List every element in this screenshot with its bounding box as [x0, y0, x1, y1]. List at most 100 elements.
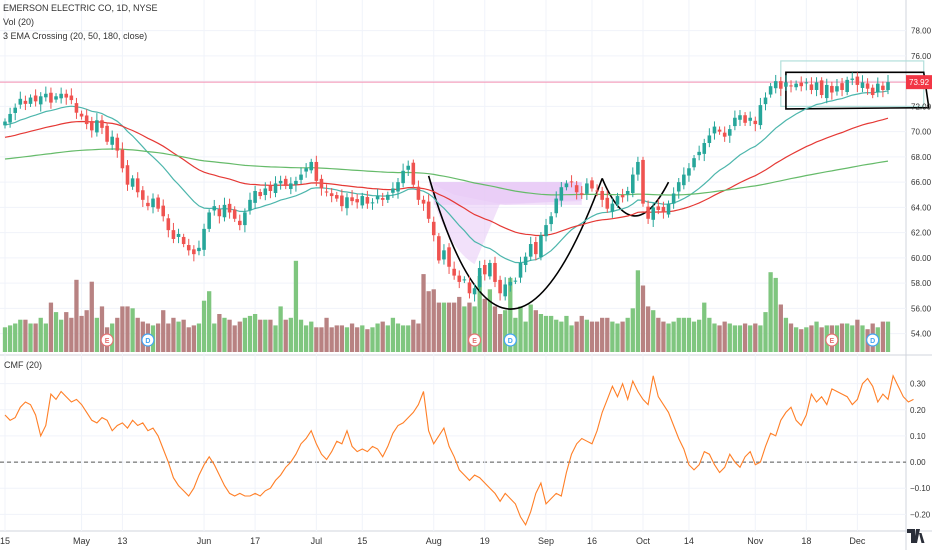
volume-bar	[298, 319, 304, 352]
volume-bar	[732, 325, 738, 352]
volume-bar	[2, 327, 8, 352]
candle-body	[768, 86, 773, 95]
volume-bar	[314, 327, 319, 352]
candle-body	[559, 187, 564, 201]
candle-body	[523, 256, 528, 265]
candle-body	[391, 188, 395, 193]
candle-body	[656, 206, 661, 210]
cmf-tick-label: 0.00	[910, 458, 926, 467]
chart-title: EMERSON ELECTRIC CO, 1D, NYSE	[3, 3, 158, 13]
candle-body	[120, 149, 125, 169]
candlesticks	[3, 72, 890, 302]
time-tick-label: Aug	[426, 536, 442, 546]
ema-20-line	[4, 90, 889, 264]
volume-bar	[707, 317, 712, 352]
handle-curve	[601, 178, 670, 217]
time-tick-label: 14	[684, 536, 694, 546]
ema-lines	[4, 90, 889, 264]
volume-bar	[283, 319, 288, 352]
candle-body	[314, 161, 319, 181]
volume-bar	[48, 302, 54, 352]
candle-body	[595, 190, 599, 192]
candle-body	[319, 178, 324, 189]
candle-body	[743, 115, 747, 123]
candle-body	[784, 82, 788, 87]
volume-bar	[247, 315, 253, 352]
candle-body	[23, 100, 28, 104]
candle-body	[304, 168, 308, 172]
candle-body	[447, 247, 451, 267]
volume-bar	[217, 314, 222, 352]
volume-bars	[2, 260, 891, 352]
volume-bar	[661, 321, 666, 352]
candle-body	[33, 95, 38, 102]
last-price-badge	[906, 75, 932, 90]
volume-bar	[406, 325, 411, 352]
time-tick-label: Dec	[849, 536, 866, 546]
volume-bar	[554, 319, 559, 352]
volume-bar	[548, 315, 554, 352]
volume-bar	[421, 274, 426, 352]
candle-body	[212, 206, 217, 211]
volume-bar	[431, 289, 436, 352]
volume-bar	[365, 329, 370, 352]
time-tick-label: Sep	[538, 536, 554, 546]
candle-body	[860, 82, 865, 88]
candle-body	[712, 126, 717, 134]
price-tick-label: 66.00	[911, 178, 932, 187]
candle-body	[370, 202, 375, 204]
volume-bar	[452, 302, 457, 352]
candle-body	[579, 193, 584, 195]
candle-body	[544, 225, 548, 237]
volume-bar	[242, 317, 248, 352]
volume-bar	[237, 321, 242, 352]
volume-bar	[426, 291, 431, 352]
volume-bar	[380, 321, 385, 352]
volume-bar	[355, 327, 360, 352]
candle-body	[84, 115, 89, 125]
candle-body	[671, 193, 676, 204]
cup-band	[433, 182, 582, 205]
volume-bar	[497, 314, 503, 352]
candle-body	[324, 191, 329, 193]
candle-body	[192, 249, 196, 255]
volume-bar	[686, 317, 692, 352]
volume-bar	[457, 296, 462, 352]
candle-body	[636, 161, 640, 175]
candle-body	[141, 190, 145, 200]
candle-body	[232, 209, 237, 219]
candle-body	[687, 168, 691, 176]
volume-bar	[727, 323, 732, 352]
volume-bar	[783, 317, 789, 352]
candle-body	[110, 136, 114, 145]
candle-body	[426, 201, 431, 219]
candle-body	[641, 159, 645, 204]
cmf-legend: CMF (20)	[4, 360, 42, 370]
candle-body	[416, 186, 421, 200]
volume-bar	[681, 317, 686, 352]
volume-bar	[196, 323, 202, 352]
tradingview-logo-icon[interactable]	[905, 527, 927, 545]
price-tick-label: 70.00	[911, 128, 932, 137]
candle-body	[28, 97, 33, 104]
volume-bar	[416, 323, 421, 352]
candle-body	[508, 281, 513, 286]
volume-bar	[645, 306, 651, 352]
volume-bar	[273, 325, 278, 352]
candle-body	[631, 174, 635, 194]
candle-body	[125, 165, 130, 185]
time-tick-label: Nov	[747, 536, 764, 546]
event-marker-label: E	[105, 338, 110, 345]
candle-body	[554, 198, 559, 214]
volume-bar	[482, 298, 487, 352]
volume-bar	[773, 277, 778, 352]
drawing-tools[interactable]	[0, 60, 930, 310]
candle-body	[176, 233, 181, 237]
consolidation-box	[785, 71, 930, 110]
time-tick-label: 13	[117, 536, 127, 546]
candle-body	[3, 121, 7, 126]
volume-bar	[523, 321, 528, 352]
